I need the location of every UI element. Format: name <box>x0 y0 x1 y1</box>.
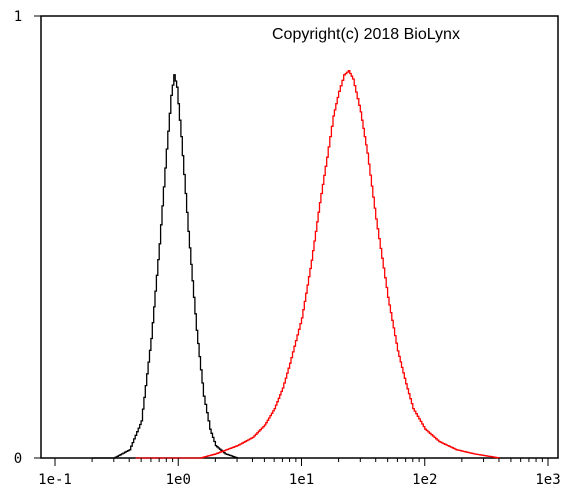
x-tick-label: 1e2 <box>412 472 437 488</box>
plot-frame <box>40 15 559 459</box>
x-tick-label: 1e1 <box>289 472 314 488</box>
x-tick-label: 1e3 <box>535 472 560 488</box>
copyright-annotation: Copyright(c) 2018 BioLynx <box>272 26 460 43</box>
x-tick-label: 1e-1 <box>38 472 72 488</box>
axis-layer: 1e-1 1e0 1e1 1e2 1e3 0 1 <box>14 9 561 488</box>
series-layer <box>92 70 500 459</box>
y-tick-label: 0 <box>14 451 22 467</box>
series-line-1 <box>135 70 500 459</box>
x-tick-label: 1e0 <box>166 472 191 488</box>
series-line-0 <box>92 74 238 459</box>
y-tick-label: 1 <box>14 9 22 25</box>
